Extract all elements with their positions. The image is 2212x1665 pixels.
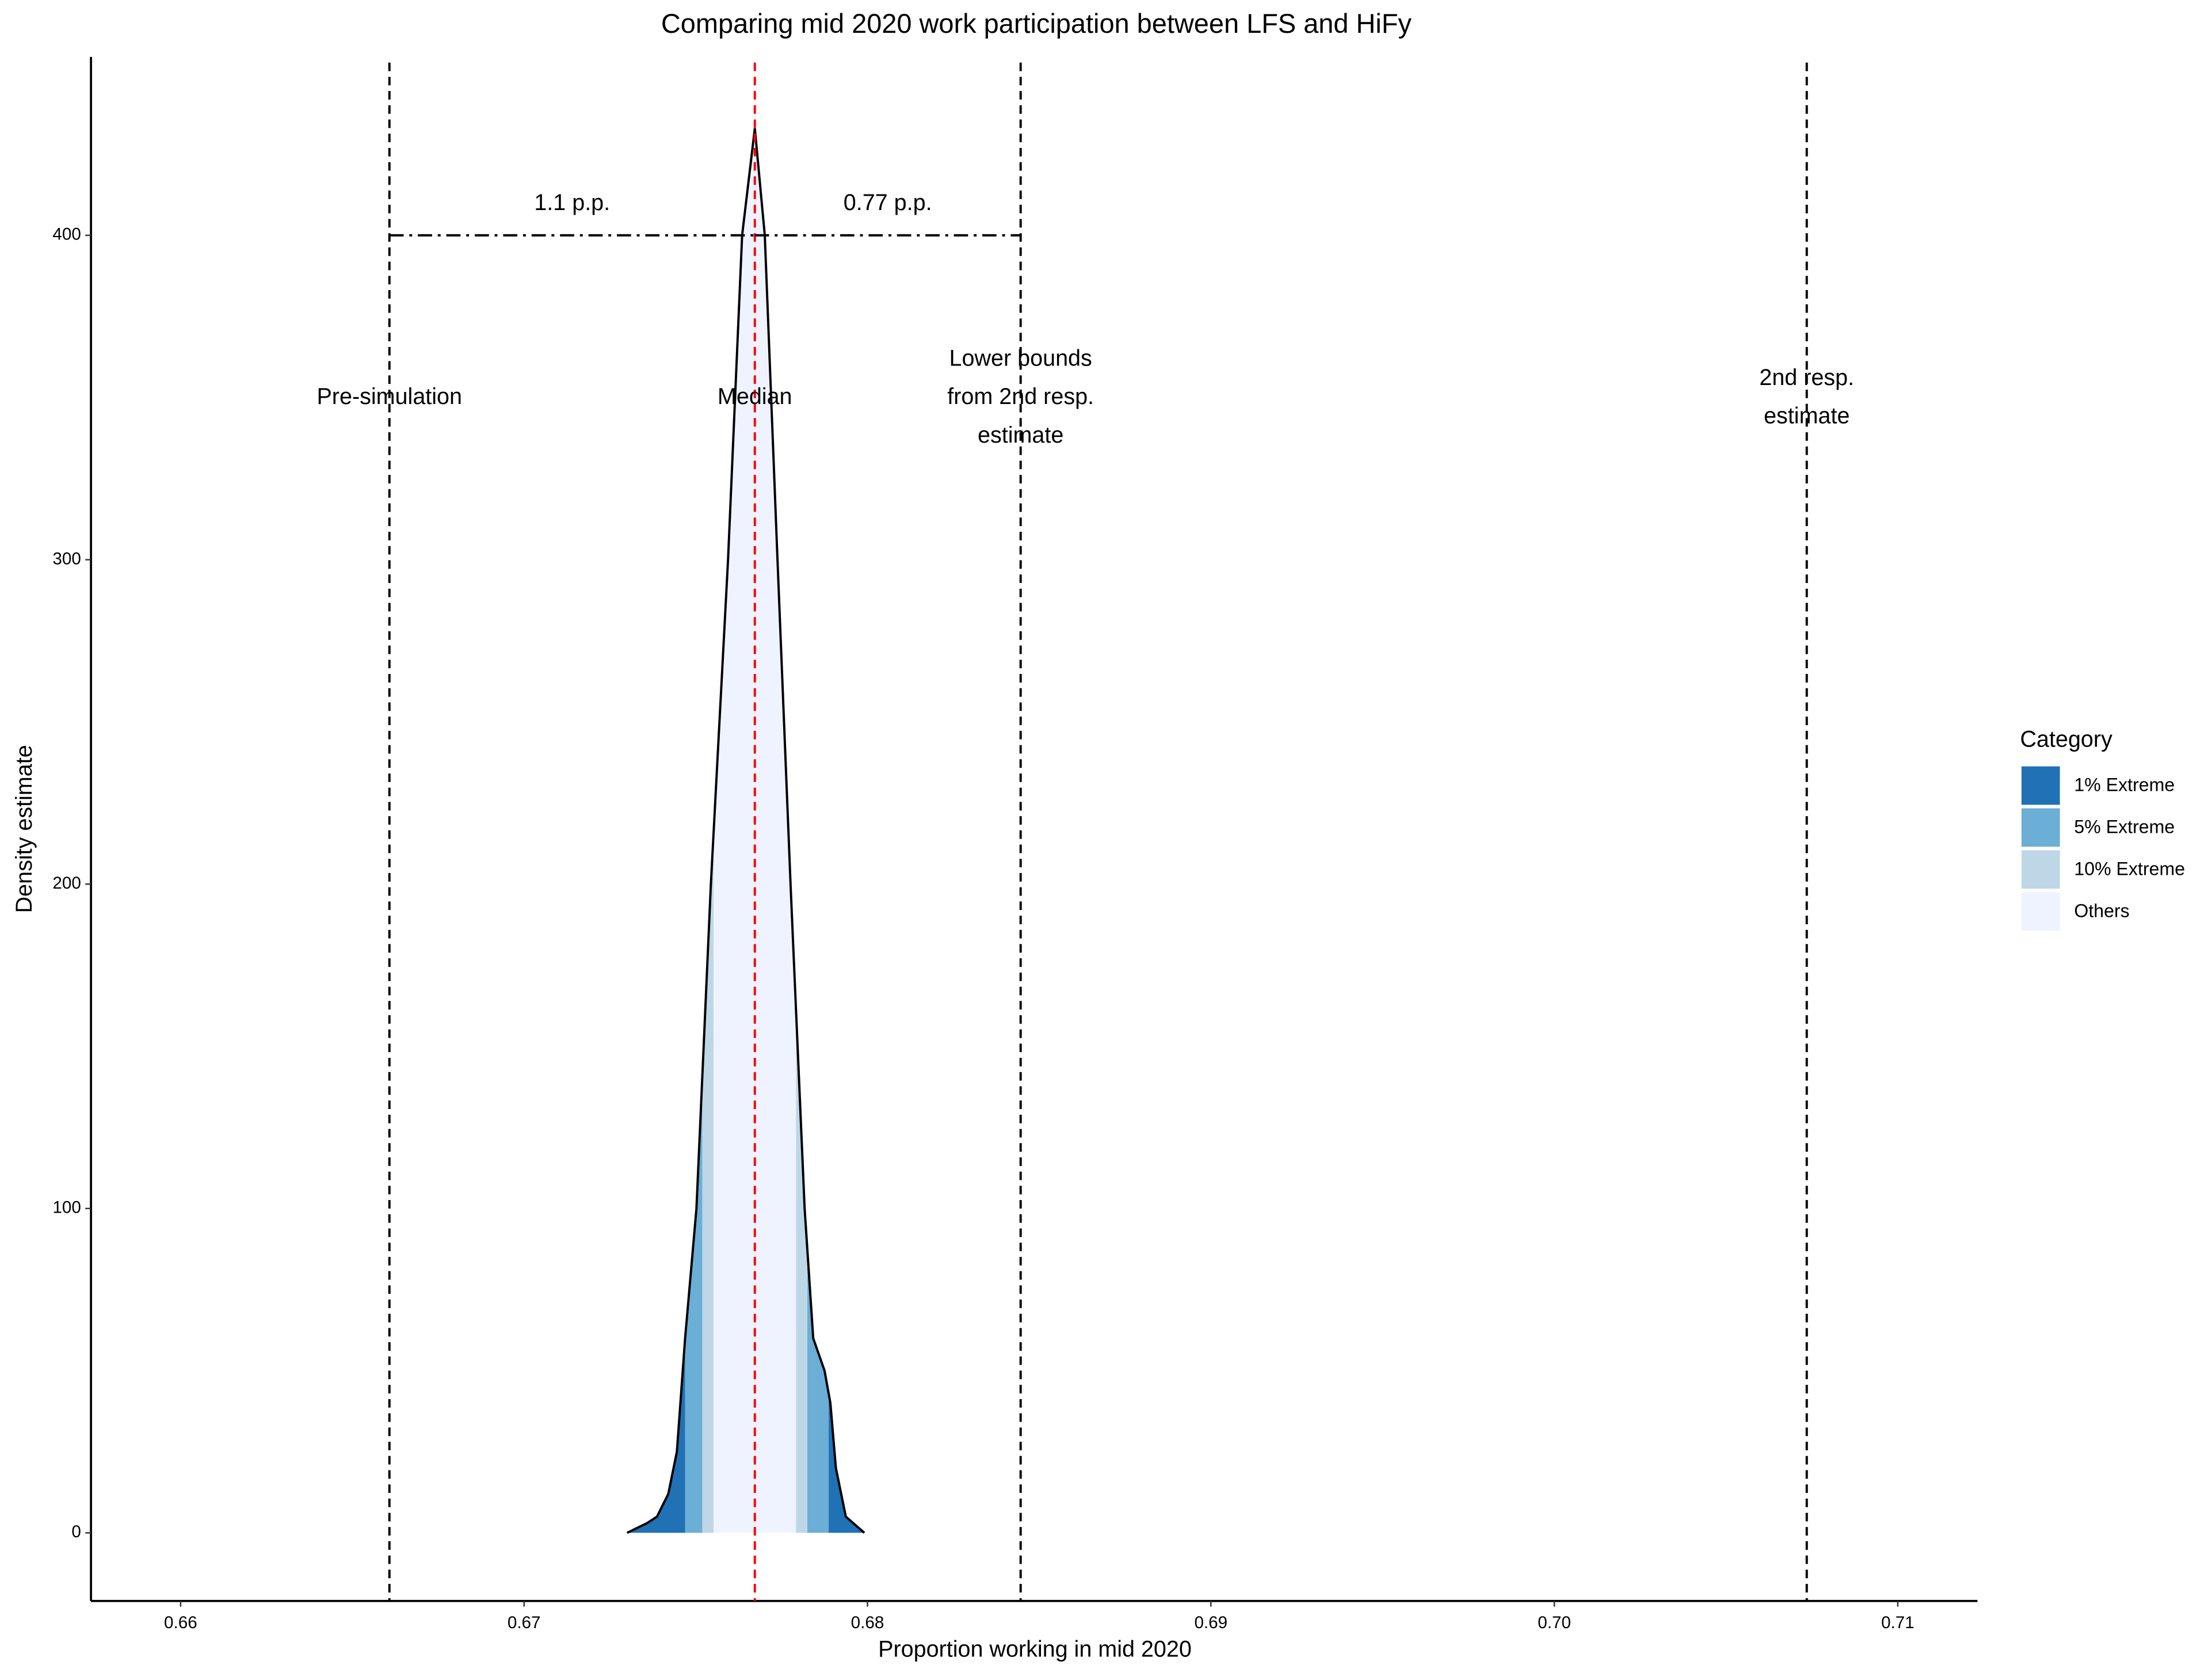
reference-label: from 2nd resp. <box>947 384 1094 409</box>
band <box>796 128 808 1533</box>
legend-title: Category <box>2020 727 2112 752</box>
y-axis-label: Density estimate <box>12 745 37 913</box>
bracket-label: 1.1 p.p. <box>534 190 610 215</box>
x-tick-label: 0.71 <box>1881 1613 1914 1632</box>
legend-label: 1% Extreme <box>2074 775 2175 795</box>
x-tick-label: 0.69 <box>1194 1613 1227 1632</box>
legend-key <box>2021 850 2060 889</box>
x-axis-label: Proportion working in mid 2020 <box>878 1637 1192 1662</box>
reference-label: Pre-simulation <box>316 384 462 409</box>
legend-key <box>2021 766 2060 805</box>
x-tick-label: 0.66 <box>164 1613 197 1632</box>
band <box>627 128 685 1533</box>
legend-key <box>2021 808 2060 847</box>
reference-label: Median <box>718 384 792 409</box>
y-tick-label: 100 <box>52 1198 81 1217</box>
y-tick-label: 200 <box>52 874 81 893</box>
x-tick-label: 0.70 <box>1538 1613 1571 1632</box>
reference-label: Lower bounds <box>949 346 1092 371</box>
legend-label: 10% Extreme <box>2074 858 2185 879</box>
legend-label: Others <box>2074 900 2129 921</box>
reference-label: estimate <box>1764 403 1849 429</box>
x-tick-label: 0.67 <box>508 1613 541 1632</box>
bracket-label: 0.77 p.p. <box>844 190 932 215</box>
bands <box>627 128 865 1533</box>
legend-label: 5% Extreme <box>2074 817 2175 837</box>
y-tick-label: 300 <box>52 549 81 568</box>
legend-key <box>2021 892 2060 931</box>
band <box>702 128 714 1533</box>
density-line <box>626 128 865 1534</box>
reference-label: estimate <box>978 422 1063 448</box>
reference-label: 2nd resp. <box>1759 365 1854 390</box>
y-tick-label: 400 <box>52 225 81 244</box>
x-tick-label: 0.68 <box>851 1613 884 1632</box>
chart-title: Comparing mid 2020 work participation be… <box>661 9 1412 39</box>
band <box>829 128 865 1533</box>
y-tick-label: 0 <box>71 1522 81 1541</box>
